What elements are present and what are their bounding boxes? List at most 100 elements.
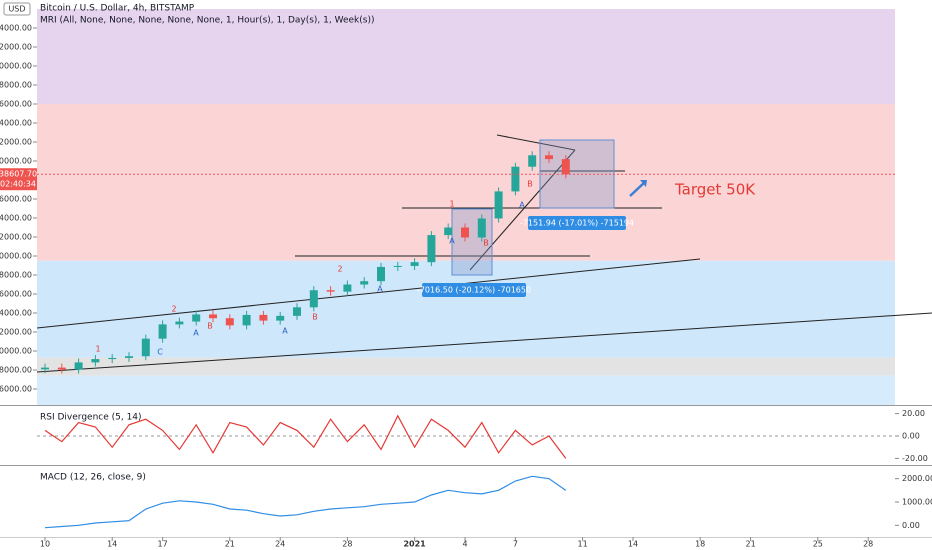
- price-tick-label: 48000.00: [0, 81, 32, 90]
- candle: [175, 321, 184, 325]
- date-tick-label: 17: [158, 540, 168, 549]
- macd-line: [44, 475, 567, 529]
- pane-separator: [0, 405, 932, 406]
- price-tick-label: 42000.00: [0, 138, 32, 147]
- zone: [37, 357, 895, 376]
- candle: [360, 281, 369, 285]
- price-tick-label: 30000.00: [0, 252, 32, 261]
- date-tick-label: 7: [513, 540, 518, 549]
- price-tick-label: 16000.00: [0, 385, 32, 394]
- rsi-line: [44, 414, 567, 459]
- date-tick-label: 24: [275, 540, 285, 549]
- candle: [276, 315, 285, 321]
- price-tick-label: 24000.00: [0, 309, 32, 318]
- candle: [561, 159, 570, 175]
- candle: [242, 314, 251, 326]
- pane-tick-label: 2000.00: [902, 474, 932, 483]
- date-tick-label: 11: [578, 540, 588, 549]
- candle: [141, 338, 150, 357]
- macd-title: MACD (12, 26, close, 9): [40, 473, 146, 483]
- candle: [511, 166, 520, 192]
- arrow-head: [640, 180, 647, 187]
- date-tick-label: 2021: [403, 540, 426, 549]
- candle: [326, 290, 335, 292]
- candle: [528, 155, 537, 167]
- zone: [37, 9, 895, 104]
- wave-marker: 2: [337, 265, 342, 274]
- wave-marker: 2: [171, 305, 176, 314]
- candle: [74, 362, 83, 370]
- candle: [158, 324, 167, 339]
- candle: [377, 266, 385, 282]
- measure-label: -7016.50 (-20.12%) -701650: [417, 286, 531, 295]
- candle: [461, 227, 469, 238]
- candle: [444, 227, 453, 236]
- date-tick-label: 28: [342, 540, 352, 549]
- candle: [91, 359, 100, 363]
- candle: [57, 367, 66, 370]
- candle: [477, 218, 486, 238]
- trend-line: [469, 149, 576, 271]
- wave-marker: A: [377, 285, 383, 294]
- price-tick-label: 44000.00: [0, 119, 32, 128]
- pane-tick-label: -20.00: [902, 454, 928, 463]
- candle: [192, 314, 201, 322]
- pane-tick-label: 0.00: [902, 432, 920, 441]
- wave-marker: A: [193, 329, 199, 338]
- axis-bg: [895, 405, 932, 550]
- candle: [410, 262, 419, 266]
- candle: [225, 318, 234, 326]
- candle: [108, 357, 117, 360]
- wave-marker: A: [519, 201, 525, 210]
- last-price-label: 38607.70: [0, 170, 37, 179]
- candle: [41, 367, 49, 370]
- pane-separator: [0, 465, 932, 466]
- measure-label: -7151.94 (-17.01%) -715194: [520, 219, 634, 228]
- wave-marker: B: [527, 180, 533, 189]
- zone: [37, 260, 895, 358]
- price-tick-label: 36000.00: [0, 195, 32, 204]
- date-tick-label: 10: [40, 540, 50, 549]
- date-tick-label: 21: [746, 540, 756, 549]
- candle: [545, 155, 553, 160]
- wave-marker: C: [157, 348, 163, 357]
- price-tick-label: 46000.00: [0, 100, 32, 109]
- date-tick-label: 14: [628, 540, 638, 549]
- currency-badge: [3, 2, 31, 16]
- candle: [494, 191, 503, 219]
- measure-label-bg: [528, 216, 626, 230]
- pane-tick-label: 0.00: [902, 521, 920, 530]
- wave-marker: B: [483, 239, 489, 248]
- target-label: Target 50K: [674, 181, 756, 199]
- date-tick-label: 4: [462, 540, 467, 549]
- trend-line: [36, 312, 932, 373]
- date-tick-label: 25: [813, 540, 823, 549]
- date-tick-label: 21: [225, 540, 235, 549]
- date-tick-label: 14: [107, 540, 117, 549]
- price-tick-label: 50000.00: [0, 62, 32, 71]
- candle: [293, 307, 301, 316]
- wave-marker: B: [207, 322, 213, 331]
- pane-separator: [0, 537, 932, 538]
- currency: USD: [8, 5, 25, 14]
- wave-marker: A: [282, 327, 288, 336]
- price-tick-label: 18000.00: [0, 366, 32, 375]
- price-tick-label: 26000.00: [0, 290, 32, 299]
- price-tick-label: 54000.00: [0, 24, 32, 33]
- measure-label-bg: [422, 283, 526, 297]
- candle: [259, 314, 268, 321]
- chart-title: Bitcoin / U.S. Dollar, 4h, BITSTAMP: [40, 4, 195, 14]
- indicator-legend: MRI (All, None, None, None, None, None, …: [40, 16, 374, 26]
- candle: [393, 265, 402, 267]
- axis-bg: [0, 0, 37, 550]
- wave-marker: B: [312, 313, 318, 322]
- candle: [309, 290, 318, 308]
- wave-marker: 1: [95, 345, 100, 354]
- wave-marker: A: [449, 237, 455, 246]
- date-tick-label: 18: [695, 540, 705, 549]
- price-tick-label: 40000.00: [0, 157, 32, 166]
- countdown: 02:40:34: [0, 180, 36, 189]
- rsi-title: RSI Divergence (5, 14): [40, 413, 142, 423]
- trend-line: [36, 258, 701, 329]
